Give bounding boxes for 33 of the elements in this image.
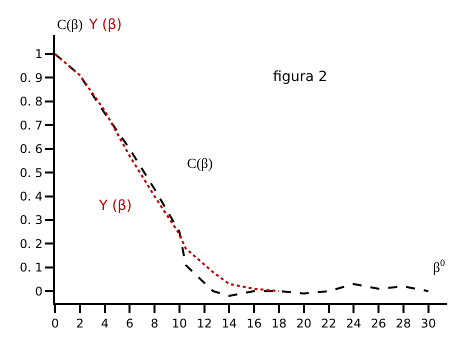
x-tick-label: 6	[126, 316, 134, 330]
y-tick-label: 0. 9	[20, 70, 43, 85]
y-tick-label: 0. 2	[20, 236, 43, 251]
x-tick-label: 30	[420, 316, 436, 330]
x-tick-label: 8	[150, 316, 158, 330]
y-tick-label: 0. 3	[20, 213, 43, 228]
x-tick-label: 4	[100, 316, 109, 330]
x-tick-label: 20	[296, 316, 312, 330]
y-tick-label: 0. 8	[20, 94, 43, 109]
y-tick-label: 0. 7	[20, 118, 43, 132]
x-tick-label: 10	[172, 316, 188, 330]
x-tick-label: 24	[346, 316, 362, 330]
x-tick-label: 14	[222, 316, 237, 330]
y-tick-label: 1	[34, 47, 43, 62]
text: Y (β)	[88, 17, 122, 33]
annotation: figura 2	[273, 69, 328, 85]
x-tick-label: 2	[76, 316, 84, 330]
x-tick-label: 28	[396, 316, 412, 330]
x-tick-label: 0	[51, 316, 59, 330]
x-tick-label: 16	[246, 316, 262, 330]
x-tick-label: 12	[196, 316, 212, 330]
y-tick-label: 0. 6	[20, 142, 43, 156]
x-tick-label: 22	[321, 316, 336, 330]
y-tick-label: 0. 1	[20, 260, 43, 275]
x-tick-label: 26	[370, 316, 386, 330]
y-tick-label: 0	[34, 284, 43, 298]
y-tick-label: 0. 4	[20, 189, 43, 204]
y-tick-label: 0. 5	[20, 166, 43, 180]
y-axis-title: C(β)	[57, 18, 84, 33]
text: C(β)	[187, 157, 214, 172]
x-axis-title: β$^{0}$	[433, 258, 446, 276]
series-label: Y (β)	[98, 198, 132, 214]
x-tick-label: 18	[271, 316, 287, 330]
